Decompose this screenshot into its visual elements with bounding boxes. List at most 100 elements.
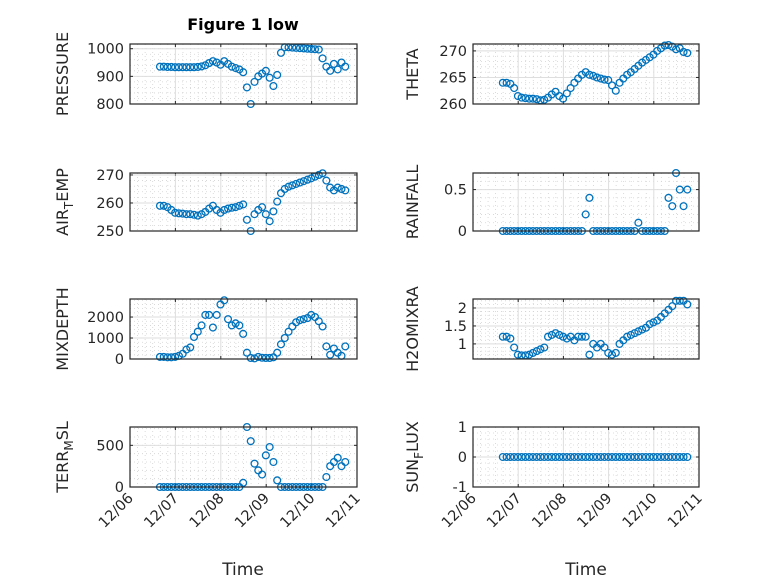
axes-box: [129, 298, 358, 360]
data-point: [668, 452, 677, 462]
subplot-pressure: 800 900 1000 PRESSURE: [53, 32, 358, 116]
data-point: [269, 81, 278, 91]
data-point: [513, 350, 522, 359]
data-point: [581, 452, 590, 462]
data-point: [619, 452, 628, 462]
data-point: [611, 452, 620, 462]
data-point: [299, 315, 308, 324]
data-point: [559, 332, 568, 341]
data-point: [671, 296, 681, 305]
data-point: [201, 310, 210, 319]
y-axis-label: TERRMSL: [53, 421, 76, 494]
data-point: [341, 62, 350, 71]
data-point: [649, 318, 658, 327]
data-point: [649, 452, 658, 462]
data-point: [513, 91, 522, 101]
y-tick-label: 0: [458, 450, 467, 466]
y-axis-label-part: SL: [53, 421, 72, 440]
y-tick-label: 260: [96, 196, 124, 212]
data-point: [258, 470, 267, 479]
data-point: [333, 453, 342, 462]
data-point: [250, 77, 259, 86]
data-point: [186, 343, 195, 352]
y-tick-label: 270: [96, 168, 124, 184]
data-point: [615, 452, 624, 462]
data-point: [159, 352, 168, 361]
data-point: [528, 94, 538, 103]
data-point: [314, 45, 323, 54]
data-point: [174, 209, 183, 218]
data-point: [208, 323, 217, 332]
data-point: [653, 452, 662, 462]
data-point: [675, 296, 684, 305]
data-point: [189, 332, 199, 342]
y-tick-label: 260: [439, 97, 467, 113]
data-point: [258, 203, 267, 212]
data-point: [261, 451, 270, 460]
data-point: [333, 65, 342, 74]
data-point: [600, 343, 609, 352]
data-point: [675, 185, 684, 194]
data-point: [186, 210, 195, 219]
data-point: [284, 327, 293, 336]
data-point: [265, 353, 274, 363]
data-point: [574, 452, 583, 462]
data-point: [254, 352, 263, 361]
data-point: [645, 452, 654, 462]
axes-box: [472, 426, 700, 488]
data-point: [574, 332, 583, 341]
data-point: [581, 332, 590, 341]
data-point: [611, 86, 620, 95]
data-point: [329, 59, 338, 68]
data-point: [510, 452, 519, 462]
data-point: [258, 353, 267, 362]
data-point: [163, 62, 172, 71]
data-point: [273, 70, 282, 80]
data-point: [502, 332, 511, 341]
data-point: [592, 73, 602, 82]
data-point: [683, 48, 692, 58]
data-point: [318, 322, 327, 331]
data-point: [679, 452, 688, 462]
data-point: [307, 44, 316, 54]
y-axis-label: RAINFALL: [403, 165, 422, 240]
y-tick-label: 1000: [87, 42, 124, 58]
data-point: [660, 41, 669, 50]
data-point: [246, 437, 255, 446]
data-point: [288, 181, 297, 190]
data-point: [171, 352, 180, 361]
data-point: [292, 179, 301, 188]
data-point: [276, 48, 286, 57]
axes-box: [129, 426, 358, 488]
y-tick-label: 1.5: [444, 319, 467, 335]
data-point: [265, 217, 274, 226]
data-point: [239, 478, 248, 487]
data-point: [498, 332, 507, 341]
data-point: [193, 62, 202, 71]
y-tick-label: -1: [453, 480, 467, 496]
x-axis-label-right: Time: [564, 560, 607, 580]
data-point: [273, 476, 282, 485]
data-point: [182, 63, 191, 72]
data-point: [220, 296, 229, 305]
data-point: [645, 320, 654, 329]
data-point: [664, 41, 673, 50]
data-point: [532, 95, 541, 104]
y-axis-label-part: T: [62, 201, 76, 210]
data-point: [337, 184, 346, 194]
data-point: [517, 452, 526, 462]
axes-box: [472, 43, 700, 105]
data-point: [273, 348, 282, 357]
data-point: [155, 62, 165, 71]
data-point: [326, 66, 335, 75]
data-point: [536, 345, 545, 354]
y-tick-label: 0: [115, 352, 124, 368]
data-point: [208, 57, 217, 66]
data-point: [634, 327, 643, 336]
data-point: [182, 210, 191, 219]
y-tick-label: 270: [439, 44, 467, 60]
data-point: [623, 452, 632, 462]
data-point: [528, 452, 538, 462]
data-point: [559, 452, 568, 462]
data-point: [551, 452, 560, 462]
